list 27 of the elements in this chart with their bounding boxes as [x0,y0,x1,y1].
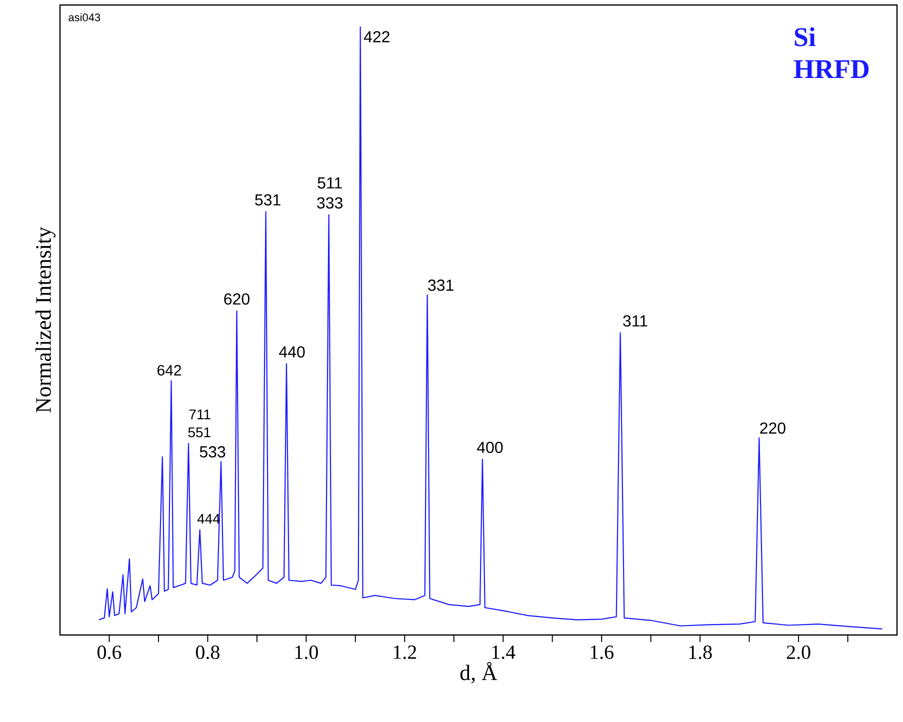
annotation: 531 [255,194,280,206]
x-tick-label: 1.2 [394,646,416,660]
annotation: 533 [200,446,226,458]
annotation: 440 [279,346,305,358]
annotation: 620 [224,293,250,305]
x-tick-label: 0.6 [98,646,122,660]
annotation: 400 [477,442,503,454]
x-tick-label: 1.6 [590,646,614,660]
annotation: 642 [158,364,182,376]
annotation: 551 [188,427,210,438]
annotation: 220 [760,422,786,434]
text: HRFD [794,60,869,78]
annotation: 711 [189,410,210,420]
x-axis-title: d, Å [460,662,498,684]
chart-title: Si [794,27,816,46]
x-tick-label: 1.8 [689,646,712,660]
x-tick-label: 1.0 [295,646,318,660]
x-tick-label: 0.8 [196,646,220,660]
annotation: 511 [318,177,342,189]
annotation: 422 [364,31,390,42]
y-axis-title: Normalized Intensity [35,226,56,413]
annotation: 311 [623,315,648,327]
annotation: 331 [428,280,454,291]
text: asi043 [68,13,100,22]
x-tick-label: 2.0 [786,646,810,660]
x-tick-label: 1.4 [492,646,516,660]
annotation: 333 [317,197,342,209]
